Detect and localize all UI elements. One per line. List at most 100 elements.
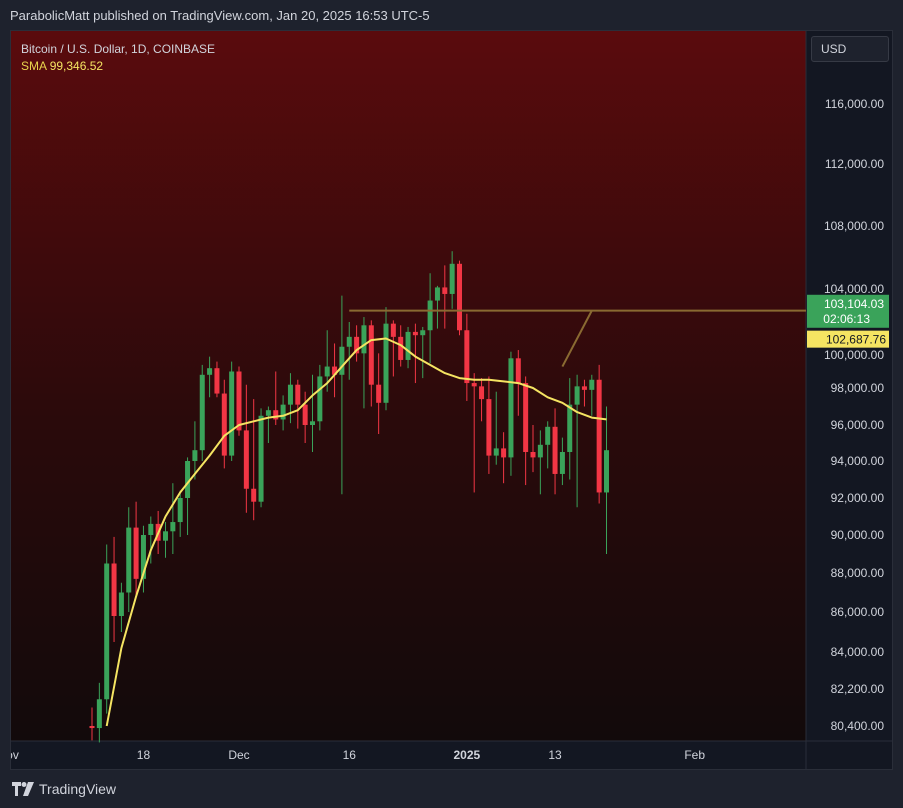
y-tick-label: 92,000.00 — [831, 491, 885, 505]
candle — [243, 384, 249, 513]
candle — [280, 395, 286, 431]
candle-body — [552, 426, 558, 474]
candle — [493, 391, 499, 465]
candle — [133, 501, 139, 597]
candle — [457, 260, 462, 336]
candle — [104, 544, 110, 714]
chart-canvas[interactable]: 116,000.00 112,000.00 108,000.00 104,000.00… — [11, 31, 892, 769]
candle-body — [383, 323, 389, 403]
candle — [567, 378, 573, 480]
candle — [530, 425, 536, 473]
candle-body — [185, 461, 191, 498]
candle — [471, 373, 477, 493]
last-price-box — [807, 294, 889, 328]
candle — [390, 320, 396, 377]
chart-frame[interactable]: 116,000.00 112,000.00 108,000.00 104,000.00… — [10, 30, 893, 770]
tradingview-logo[interactable]: TradingView — [12, 781, 116, 797]
candle — [523, 376, 529, 486]
candle-body — [163, 531, 168, 541]
candle — [574, 374, 580, 508]
y-tick-label: 116,000.00 — [825, 97, 884, 111]
candle-body — [376, 384, 382, 403]
candle — [361, 317, 367, 409]
candle-body — [368, 325, 374, 385]
candle-body — [537, 444, 543, 458]
sma-price-label: 102,687.76 — [826, 333, 886, 347]
candle-body — [464, 330, 470, 384]
candle — [501, 432, 507, 484]
candle — [148, 516, 154, 564]
candle — [589, 374, 595, 416]
candle-body — [265, 410, 271, 416]
plot-background — [11, 31, 806, 741]
candle-body — [412, 331, 418, 336]
candle-body — [317, 376, 323, 422]
candle — [332, 343, 338, 398]
candle-body — [471, 383, 477, 387]
candle — [376, 353, 382, 434]
candle-body — [126, 527, 132, 593]
published-text: ParabolicMatt published on TradingView.c… — [10, 8, 430, 23]
x-tick-label: Dec — [228, 748, 249, 762]
candle-body — [559, 452, 565, 474]
ascending-trend-line — [561, 310, 593, 368]
y-tick-label: 112,000.00 — [825, 157, 884, 171]
candle — [287, 373, 293, 424]
candle-body — [111, 563, 117, 616]
candle-body — [523, 383, 529, 452]
candle — [552, 408, 558, 495]
candle — [265, 406, 271, 443]
candle-body — [390, 323, 396, 337]
candle — [479, 378, 485, 422]
candle-body — [515, 358, 521, 384]
candle — [405, 326, 411, 369]
candle-body — [589, 379, 595, 390]
candle-body — [133, 527, 139, 579]
candle-body — [596, 379, 602, 493]
candle-body — [354, 336, 360, 354]
y-tick-label: 100,000.00 — [824, 348, 884, 362]
y-tick-label: 86,000.00 — [831, 605, 885, 619]
y-tick-label: 90,000.00 — [831, 528, 885, 542]
candle-body — [420, 330, 426, 336]
candle — [118, 582, 124, 632]
y-tick-label: 80,400.00 — [831, 719, 885, 733]
candle-body — [258, 415, 264, 502]
y-tick-label: 98,000.00 — [831, 381, 885, 395]
candle — [163, 522, 168, 558]
candle-body — [192, 450, 198, 461]
x-tick-label: Feb — [684, 748, 705, 762]
candle — [199, 364, 205, 461]
candle — [111, 536, 117, 642]
candle-body — [177, 498, 183, 523]
sma-line — [105, 337, 607, 727]
candle-body — [324, 366, 330, 377]
candle-body — [530, 452, 536, 458]
sma-price-box — [807, 330, 889, 348]
candle — [581, 379, 587, 407]
candle — [317, 364, 323, 431]
candle-body — [449, 263, 455, 294]
y-tick-label: 108,000.00 — [824, 219, 884, 233]
candle-body — [96, 699, 102, 729]
candle — [185, 457, 191, 535]
candle-body — [581, 386, 587, 390]
candle — [177, 490, 183, 537]
y-tick-label: 96,000.00 — [831, 418, 885, 432]
candle-body — [148, 523, 154, 535]
candle-body — [442, 287, 448, 294]
candle-body — [434, 287, 440, 301]
price-axis[interactable]: 116,000.00 112,000.00 108,000.00 104,000.00… — [824, 97, 884, 733]
top-bar: ParabolicMatt published on TradingView.c… — [0, 0, 903, 30]
candle — [89, 707, 95, 741]
candle-body — [251, 488, 257, 502]
candle-body — [243, 430, 249, 489]
candle — [434, 285, 440, 329]
time-axis-background — [11, 741, 892, 769]
candle-body — [545, 426, 551, 445]
time-axis[interactable]: lov 18 Dec 16 2025 13 Feb — [11, 748, 705, 762]
candle — [229, 361, 235, 461]
currency-button[interactable]: USD — [811, 36, 889, 62]
candle — [302, 391, 308, 443]
candle-body — [221, 393, 227, 456]
